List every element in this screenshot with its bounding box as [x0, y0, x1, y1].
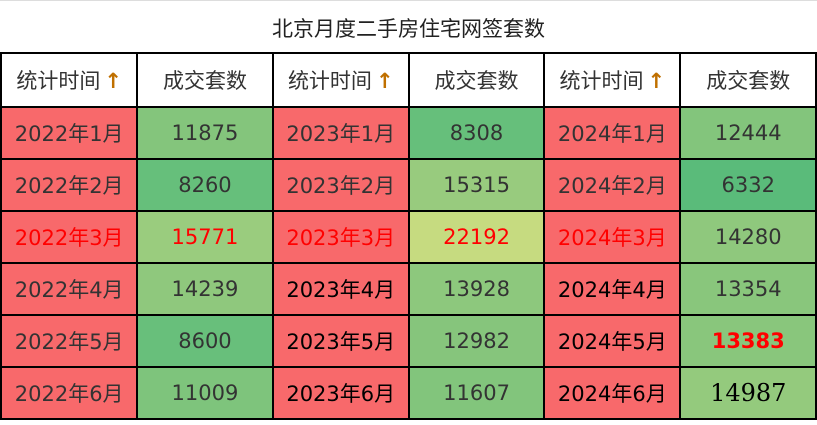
cell-month[interactable]: 2022年6月 — [0, 366, 139, 420]
cell-count[interactable]: 12982 — [407, 314, 546, 368]
header-time[interactable]: 统计时间 ↑ — [543, 52, 682, 108]
cell-count[interactable]: 12444 — [679, 106, 817, 160]
cell-count[interactable]: 13928 — [407, 262, 546, 316]
cell-month[interactable]: 2023年3月 — [271, 210, 410, 264]
table-row: 2022年4月 14239 2023年4月 13928 2024年4月 13354 — [0, 262, 817, 316]
cell-count[interactable]: 15771 — [136, 210, 274, 264]
header-count[interactable]: 成交套数 — [679, 52, 817, 108]
header-count[interactable]: 成交套数 — [407, 52, 546, 108]
cell-count[interactable]: 14987 — [679, 366, 817, 420]
cell-count[interactable]: 11875 — [136, 106, 274, 160]
header-time[interactable]: 统计时间 ↑ — [271, 52, 410, 108]
cell-month[interactable]: 2022年5月 — [0, 314, 139, 368]
table-row: 2022年3月 15771 2023年3月 22192 2024年3月 14280 — [0, 210, 817, 264]
cell-month[interactable]: 2022年2月 — [0, 158, 139, 212]
arrow-up-icon: ↑ — [647, 69, 666, 93]
cell-count[interactable]: 13354 — [679, 262, 817, 316]
cell-month[interactable]: 2023年4月 — [271, 262, 410, 316]
cell-count[interactable]: 8308 — [407, 106, 546, 160]
cell-count[interactable]: 11607 — [407, 366, 546, 420]
cell-month[interactable]: 2023年5月 — [271, 314, 410, 368]
cell-count[interactable]: 13383 — [679, 314, 817, 368]
cell-month[interactable]: 2022年1月 — [0, 106, 139, 160]
cell-count[interactable]: 14239 — [136, 262, 274, 316]
cell-count[interactable]: 8260 — [136, 158, 274, 212]
cell-count[interactable]: 22192 — [407, 210, 546, 264]
header-time[interactable]: 统计时间 ↑ — [0, 52, 139, 108]
cell-month[interactable]: 2024年3月 — [543, 210, 682, 264]
cell-month[interactable]: 2024年5月 — [543, 314, 682, 368]
cell-count[interactable]: 8600 — [136, 314, 274, 368]
cell-month[interactable]: 2024年1月 — [543, 106, 682, 160]
table-row: 2022年6月 11009 2023年6月 11607 2024年6月 14987 — [0, 366, 817, 420]
cell-count[interactable]: 15315 — [407, 158, 546, 212]
sales-table: 统计时间 ↑ 成交套数 统计时间 ↑ 成交套数 统计时间 ↑ 成交套数 2022年1月 11875… — [0, 52, 817, 420]
arrow-up-icon: ↑ — [104, 69, 122, 93]
cell-count[interactable]: 14280 — [679, 210, 817, 264]
cell-month[interactable]: 2022年4月 — [0, 262, 139, 316]
cell-count[interactable]: 11009 — [136, 366, 274, 420]
table-row: 2022年2月 8260 2023年2月 15315 2024年2月 6332 — [0, 158, 817, 212]
cell-month[interactable]: 2023年2月 — [271, 158, 410, 212]
cell-month[interactable]: 2024年4月 — [543, 262, 682, 316]
header-count[interactable]: 成交套数 — [136, 52, 274, 108]
cell-month[interactable]: 2023年1月 — [271, 106, 410, 160]
cell-month[interactable]: 2023年6月 — [271, 366, 410, 420]
table-title: 北京月度二手房住宅网签套数 — [0, 0, 817, 52]
header-row: 统计时间 ↑ 成交套数 统计时间 ↑ 成交套数 统计时间 ↑ 成交套数 — [0, 52, 817, 108]
cell-month[interactable]: 2022年3月 — [0, 210, 139, 264]
arrow-up-icon: ↑ — [375, 69, 394, 93]
table-row: 2022年5月 8600 2023年5月 12982 2024年5月 13383 — [0, 314, 817, 368]
table-row: 2022年1月 11875 2023年1月 8308 2024年1月 12444 — [0, 106, 817, 160]
cell-month[interactable]: 2024年6月 — [543, 366, 682, 420]
cell-month[interactable]: 2024年2月 — [543, 158, 682, 212]
cell-count[interactable]: 6332 — [679, 158, 817, 212]
